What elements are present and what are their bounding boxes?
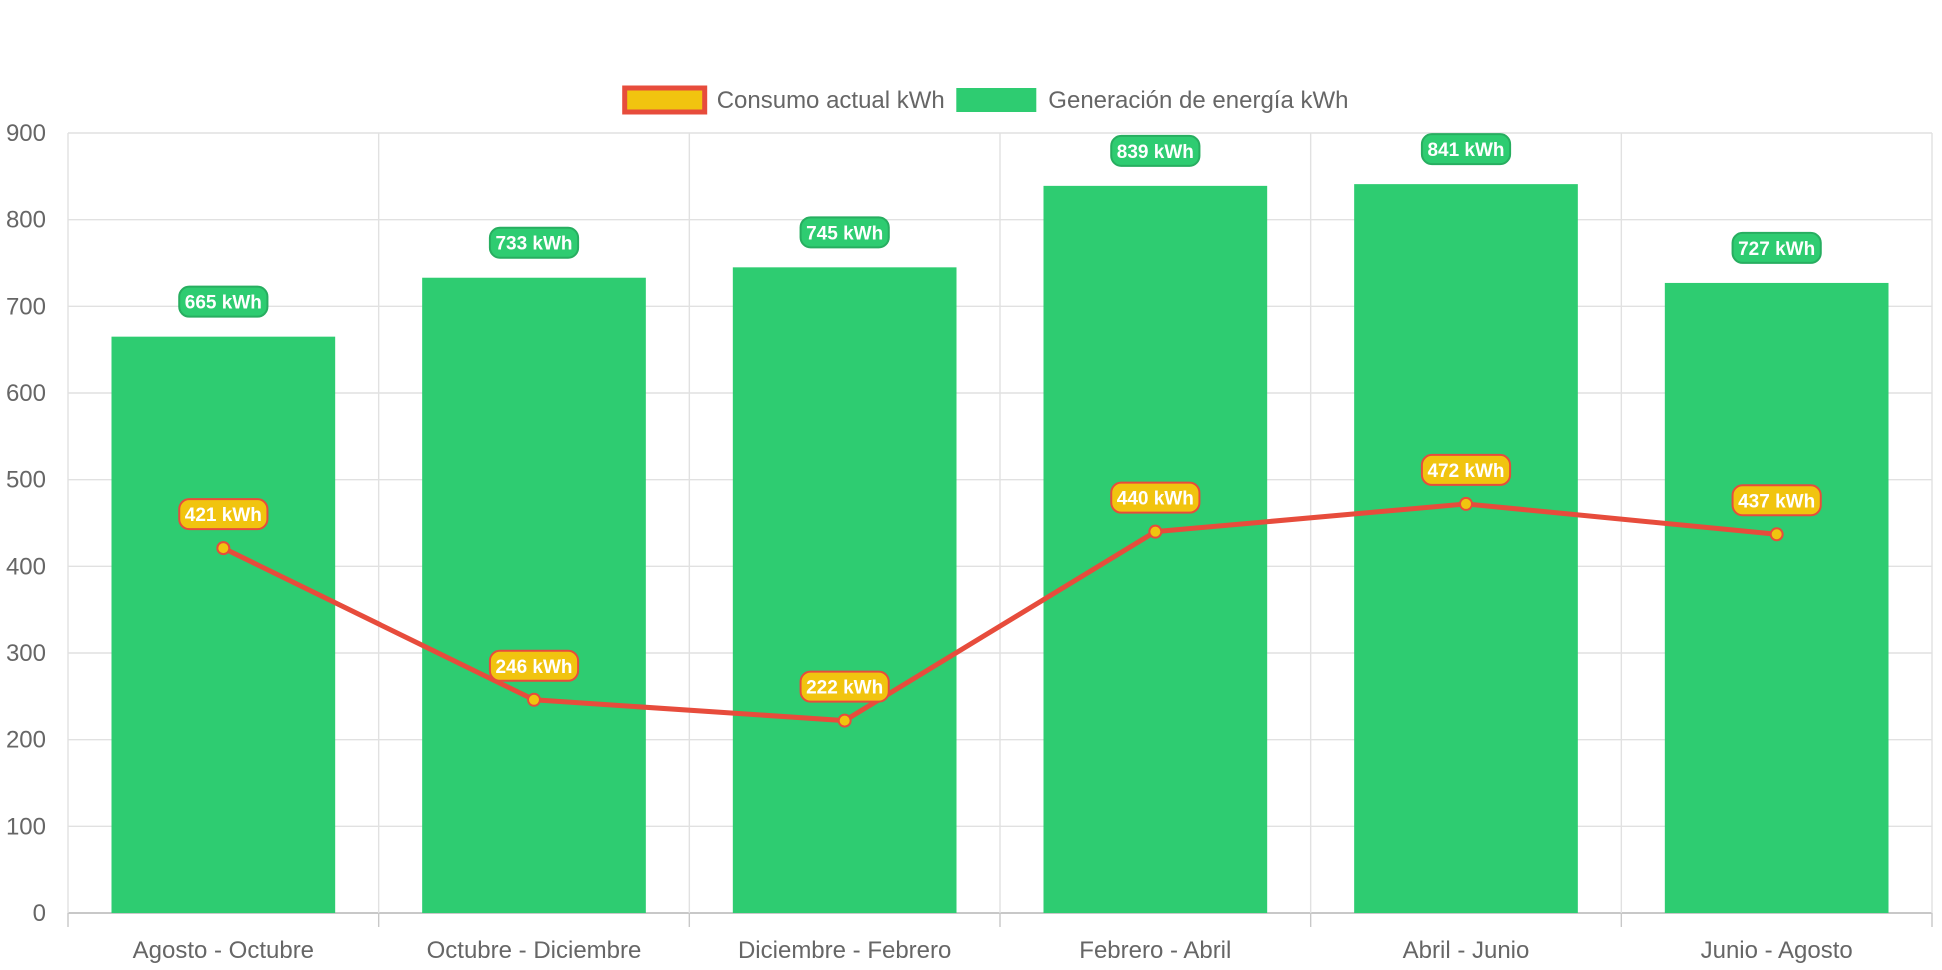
value-badge: [1731, 484, 1822, 517]
value-label: 440 kWh: [1117, 489, 1194, 510]
value-label: 437 kWh: [1738, 491, 1815, 512]
value-badge: [1110, 134, 1201, 167]
y-tick-label: 700: [6, 293, 46, 320]
value-label: 841 kWh: [1427, 140, 1504, 161]
x-tick-label: Octubre - Diciembre: [427, 937, 642, 964]
x-tick-label: Diciembre - Febrero: [738, 937, 951, 964]
value-label: 727 kWh: [1738, 239, 1815, 260]
chart-grid: [67, 132, 1933, 927]
line-point: [216, 541, 231, 556]
y-tick-label: 900: [6, 120, 46, 147]
bar: [422, 277, 646, 913]
value-label: 472 kWh: [1427, 461, 1504, 482]
value-badge: [178, 498, 269, 531]
y-tick-label: 800: [6, 207, 46, 234]
y-tick-label: 500: [6, 467, 46, 494]
legend-label[interactable]: Consumo actual kWh: [717, 87, 945, 114]
y-tick-label: 600: [6, 380, 46, 407]
x-tick-label: Febrero - Abril: [1079, 937, 1231, 964]
x-tick-label: Abril - Junio: [1403, 937, 1530, 964]
value-label: 421 kWh: [185, 505, 262, 526]
value-badge: [178, 285, 269, 318]
line-path: [220, 501, 1780, 724]
legend-swatch[interactable]: [956, 88, 1037, 112]
legend-label[interactable]: Generación de energía kWh: [1048, 87, 1348, 114]
y-tick-label: 0: [33, 900, 46, 927]
chart-legend[interactable]: Consumo actual kWh Generación de energía …: [622, 85, 1349, 115]
line-point: [1769, 527, 1784, 542]
bar: [1664, 282, 1889, 913]
y-tick-label: 300: [6, 640, 46, 667]
value-badge: [1110, 481, 1201, 514]
value-badge: [1420, 133, 1512, 166]
line-series-consumo: [216, 496, 1784, 728]
bar: [732, 267, 957, 913]
line-point: [1148, 524, 1163, 539]
line-point: [837, 713, 852, 728]
value-label: 222 kWh: [806, 678, 883, 699]
x-tick-label: Junio - Agosto: [1701, 937, 1853, 964]
value-badge: [799, 670, 890, 703]
data-labels: 665 kWh 733 kWh 745 kWh 839 kWh 841 kWh 727 k…: [178, 133, 1822, 703]
line-point: [527, 692, 541, 707]
value-label: 745 kWh: [806, 223, 883, 244]
value-label: 839 kWh: [1117, 142, 1194, 163]
chart-axes: 0 100 200 300 400 500 600 700 800 900 Agosto - Oct…: [6, 120, 1853, 964]
value-badge: [1731, 231, 1822, 264]
value-label: 733 kWh: [495, 234, 572, 255]
value-badge: [799, 216, 890, 249]
line-point: [1459, 496, 1473, 511]
bar: [111, 336, 336, 914]
value-badge: [488, 649, 580, 682]
y-tick-label: 200: [6, 727, 46, 754]
x-tick-label: Agosto - Octubre: [133, 937, 314, 964]
value-label: 665 kWh: [185, 293, 262, 314]
bar-series-generacion: [111, 184, 1889, 914]
bar: [1043, 185, 1268, 913]
value-label: 246 kWh: [495, 657, 572, 678]
y-tick-label: 100: [6, 813, 46, 840]
value-badge: [488, 226, 580, 259]
value-badge: [1420, 453, 1512, 486]
y-tick-label: 400: [6, 553, 46, 580]
bar: [1354, 184, 1578, 914]
legend-swatch[interactable]: [622, 85, 708, 115]
